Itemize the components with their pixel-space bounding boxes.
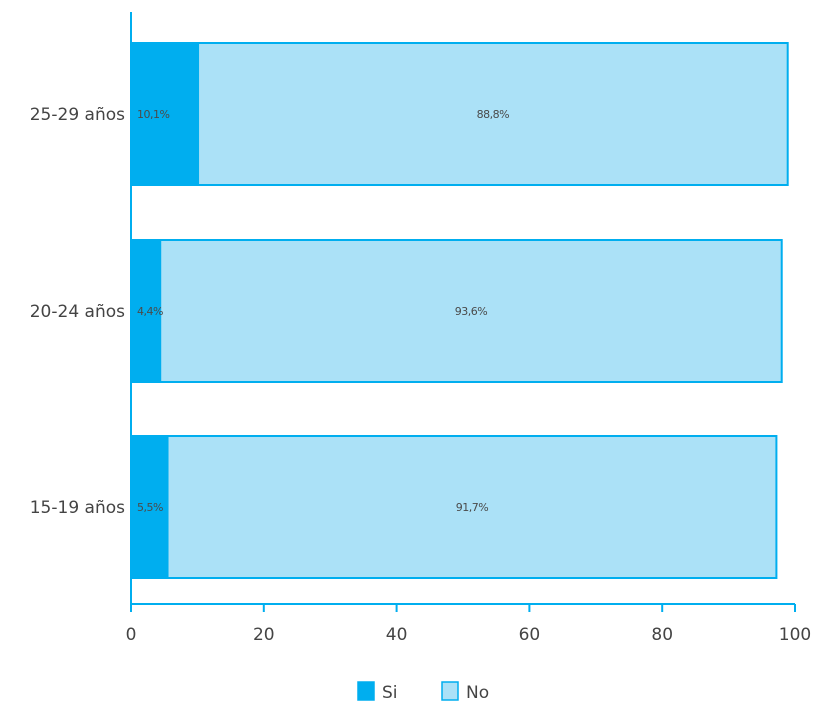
data-label-no-2: 93,6% [455,305,487,318]
x-tick-label-100: 100 [779,625,811,645]
x-tick-label-60: 60 [519,625,541,645]
bars-layer [130,42,789,579]
bar-si-2 [130,239,162,383]
data-label-si-1: 10,1% [137,108,169,121]
bar-no-3 [166,435,778,579]
bar-si-1 [130,42,200,186]
category-label-3: 15-19 años [30,498,125,518]
data-label-no-1: 88,8% [477,108,509,121]
x-tick-label-80: 80 [651,625,673,645]
legend: Si No [357,681,489,703]
x-tick-label-0: 0 [126,625,137,645]
data-labels-layer: 10,1% 88,8% 25-29 años 4,4% 93,6% 20-24 años 5… [30,105,510,518]
data-label-no-3: 91,7% [456,501,488,514]
data-label-si-3: 5,5% [137,501,163,514]
axes-layer: 0 20 40 60 80 100 [126,12,811,645]
legend-swatch-si [357,681,375,701]
legend-label-si: Si [382,683,398,703]
category-label-2: 20-24 años [30,302,125,322]
data-label-si-2: 4,4% [137,305,163,318]
legend-swatch-no [441,681,459,701]
x-tick-label-20: 20 [253,625,275,645]
legend-label-no: No [466,683,489,703]
x-tick-label-40: 40 [386,625,408,645]
bar-no-1 [197,42,789,186]
category-label-1: 25-29 años [30,105,125,125]
bar-no-2 [159,239,783,383]
bar-si-3 [130,435,169,579]
